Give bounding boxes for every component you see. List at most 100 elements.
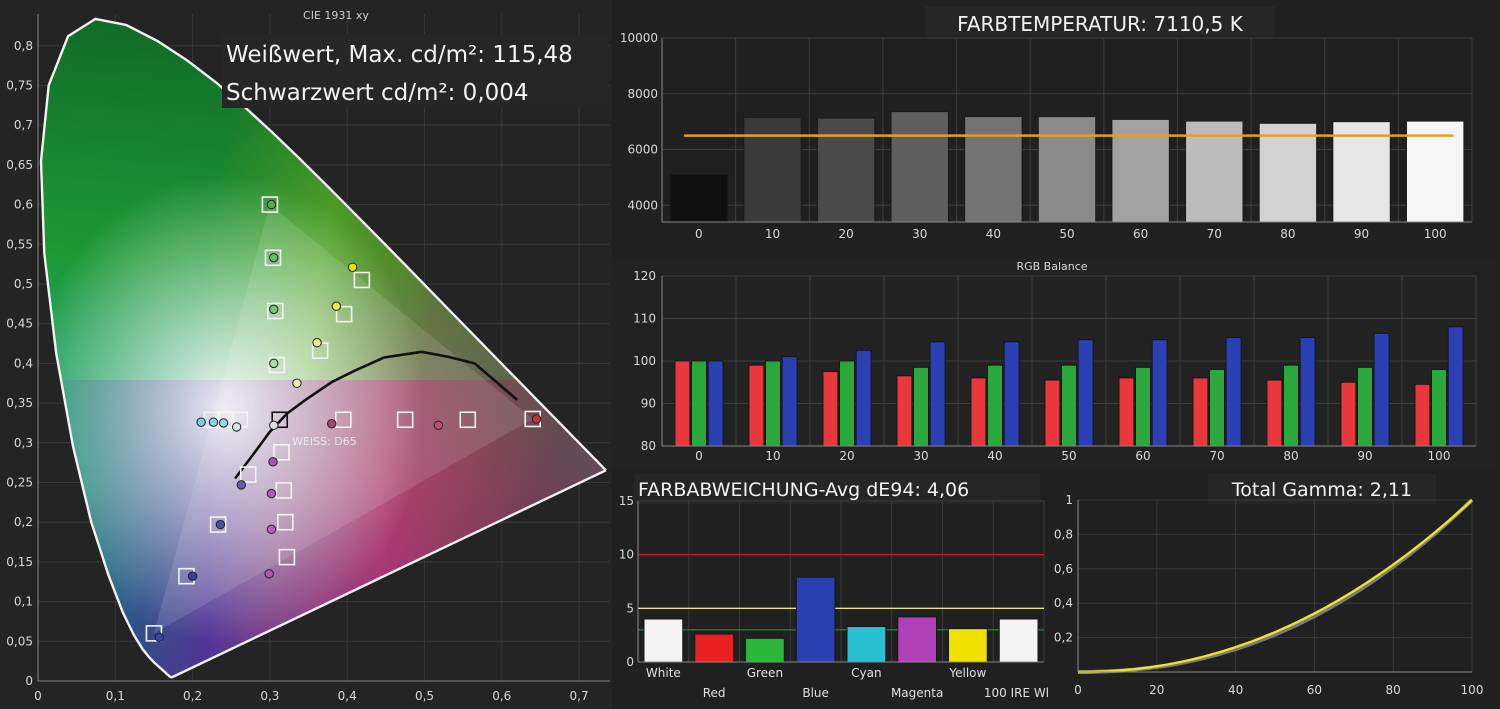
measured-point <box>215 519 226 530</box>
measured-point <box>266 524 277 535</box>
cie-ytick-label: 0 <box>25 674 33 688</box>
measured-point <box>196 417 206 427</box>
ft-bar <box>1405 120 1465 223</box>
rgb-bar <box>1340 381 1357 447</box>
fa-ytick-label: 0 <box>626 655 634 669</box>
fa-bar <box>643 618 684 663</box>
cie-ytick-label: 0,2 <box>14 515 33 529</box>
fa-bar <box>745 637 785 663</box>
rgb-bar <box>691 360 707 447</box>
rgb-balance-bars <box>674 326 1464 447</box>
target-marker <box>271 411 289 429</box>
white-max-label: Weißwert, Max. cd/m²: 115,48 <box>226 42 573 68</box>
fa-bar <box>998 618 1039 663</box>
target-marker <box>264 249 282 267</box>
fa-ytick-label: 15 <box>619 494 634 508</box>
rgb-balance-chart: RGB Balance 80 90 100 110 120 0 10 20 30 40 50 60 70… <box>612 258 1500 468</box>
fa-xtick-label: 100 IRE Wh <box>984 686 1048 700</box>
cie-xtick-label: 0,3 <box>260 689 279 703</box>
gamut-triangle <box>153 204 533 634</box>
white-point-label: WEISS: D65 <box>292 435 357 448</box>
cie-ytick-label: 0,7 <box>14 118 33 132</box>
color-temperature-bars <box>669 111 1465 223</box>
measured-point <box>269 304 279 315</box>
ft-bar <box>1037 116 1097 223</box>
cie-ytick-label: 0,8 <box>14 39 33 53</box>
measured-points <box>154 199 542 643</box>
fa-bar <box>897 616 937 663</box>
rgb-ytick-label: 100 <box>633 354 656 368</box>
measured-point <box>269 253 279 263</box>
ft-bar <box>964 116 1023 223</box>
cie-ytick-label: 0,5 <box>14 277 33 291</box>
fa-ytick-label: 5 <box>626 601 634 615</box>
target-marker <box>396 411 414 429</box>
rgb-bar <box>1447 326 1464 447</box>
gm-xtick-label: 40 <box>1228 683 1243 697</box>
fa-xtick-label: White <box>646 666 681 680</box>
fa-bar <box>795 576 836 663</box>
cie-ytick-label: 0,35 <box>6 396 33 410</box>
color-temperature-title: FARBTEMPERATUR: 7110,5 K <box>957 12 1244 36</box>
cie-xtick-label: 0,6 <box>492 689 511 703</box>
cie-ytick-label: 0,1 <box>14 595 33 609</box>
measured-point <box>266 199 277 210</box>
fa-bar <box>846 626 887 663</box>
rgb-bar <box>1299 337 1316 447</box>
rgb-xtick-label: 20 <box>839 449 854 463</box>
fa-xtick-label: Blue <box>802 686 829 700</box>
rgb-bar <box>987 364 1003 447</box>
measured-point <box>331 301 342 311</box>
color-temperature-chart: FARBTEMPERATUR: 7110,5 K 400060008000100… <box>612 0 1500 258</box>
measured-point <box>347 262 358 273</box>
ft-xtick-label: 80 <box>1280 227 1295 241</box>
cie-chart: 0 0,05 0,1 0,15 0,2 0,25 0,3 0,35 0,4 0,45 0,5 0,55… <box>0 0 612 709</box>
gamma-title: Total Gamma: 2,11 <box>1231 479 1412 501</box>
ft-bar <box>1185 120 1244 223</box>
ft-xtick-label: 40 <box>986 227 1001 241</box>
gm-xtick-label: 80 <box>1386 683 1401 697</box>
rgb-bar <box>913 366 929 447</box>
rgb-bar <box>1151 339 1168 447</box>
rgb-xtick-label: 30 <box>913 449 928 463</box>
rgb-balance-title: RGB Balance <box>1016 260 1087 273</box>
gm-ytick-label: 0,6 <box>1054 562 1073 576</box>
cie-ytick-label: 0,6 <box>14 198 33 212</box>
target-marker <box>277 513 294 531</box>
cie-ytick-label: 0,75 <box>6 78 33 92</box>
cie-ytick-label: 0,65 <box>6 158 33 172</box>
measured-point <box>264 569 274 579</box>
ft-xtick-label: 90 <box>1354 227 1369 241</box>
fa-ytick-label: 10 <box>619 548 634 562</box>
rgb-ytick-label: 110 <box>633 312 656 326</box>
rgb-bar <box>1077 339 1094 447</box>
rgb-xtick-label: 10 <box>765 449 780 463</box>
ft-xtick-label: 70 <box>1207 227 1222 241</box>
cie-ytick-label: 0,25 <box>6 475 33 489</box>
ft-xtick-label: 20 <box>838 227 853 241</box>
fa-xtick-label: Cyan <box>851 666 881 680</box>
rgb-bar <box>822 371 839 447</box>
cie-xtick-label: 0,2 <box>183 689 202 703</box>
rgb-bar <box>1225 337 1242 447</box>
cie-ytick-label: 0,15 <box>6 555 33 569</box>
rgb-bar <box>855 349 872 447</box>
rgb-xtick-label: 0 <box>695 449 703 463</box>
measured-point <box>187 571 198 581</box>
rgb-bar <box>707 360 724 447</box>
target-marker <box>239 466 257 483</box>
gm-xtick-label: 0 <box>1074 683 1082 697</box>
rgb-bar <box>1357 366 1373 447</box>
cie-xtick-label: 0,1 <box>106 689 125 703</box>
measured-point <box>269 420 279 431</box>
measured-point <box>269 358 279 369</box>
rgb-bar <box>1061 364 1077 447</box>
target-marker <box>353 271 371 289</box>
ft-xtick-label: 0 <box>695 227 703 241</box>
target-marker <box>459 411 477 429</box>
rgb-bar <box>1283 364 1299 447</box>
gm-xtick-label: 60 <box>1307 683 1322 697</box>
color-deviation-bars <box>643 576 1039 663</box>
rgb-xtick-label: 50 <box>1061 449 1076 463</box>
rgb-bar <box>839 360 855 447</box>
